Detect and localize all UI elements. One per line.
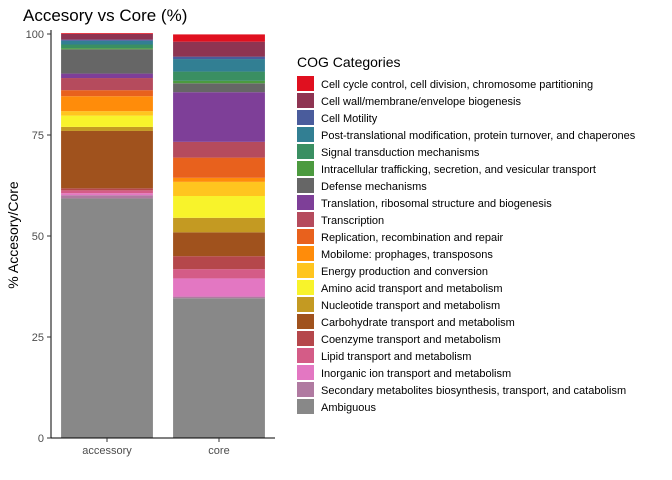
- bar-segment-accessory-17: [61, 39, 153, 41]
- legend-title: COG Categories: [297, 54, 400, 70]
- bar-segment-accessory-6: [61, 126, 153, 131]
- bar-segment-accessory-9: [61, 96, 153, 112]
- bar-segment-core-19: [173, 34, 265, 42]
- legend-label: Inorganic ion transport and metabolism: [321, 368, 511, 380]
- bar-segment-accessory-18: [61, 34, 153, 40]
- y-ticks-group: 0 25 50 75 100: [26, 29, 51, 445]
- legend-swatch: [297, 263, 314, 278]
- bar-segment-core-1: [173, 296, 265, 299]
- legend-swatch: [297, 212, 314, 227]
- y-tick-label: 100: [26, 29, 44, 41]
- legend-label: Cell Motility: [321, 113, 378, 125]
- bar-segment-core-12: [173, 92, 265, 142]
- legend-swatch: [297, 382, 314, 397]
- x-tick-label: accessory: [82, 445, 132, 457]
- legend-swatch: [297, 297, 314, 312]
- bar-segment-accessory-7: [61, 115, 153, 127]
- legend-swatch: [297, 229, 314, 244]
- legend-label: Ambiguous: [321, 402, 377, 414]
- bar-segment-accessory-13: [61, 49, 153, 74]
- legend-label: Energy production and conversion: [321, 266, 488, 278]
- legend-label: Cell wall/membrane/envelope biogenesis: [321, 96, 521, 108]
- bar-segment-accessory-19: [61, 33, 153, 34]
- bar-segment-accessory-15: [61, 44, 153, 49]
- bar-segment-accessory-12: [61, 73, 153, 79]
- x-ticks-group: accessory core: [82, 438, 230, 457]
- legend-swatch: [297, 195, 314, 210]
- legend-label: Carbohydrate transport and metabolism: [321, 317, 515, 329]
- bar-segment-accessory-16: [61, 40, 153, 45]
- legend-label: Signal transduction mechanisms: [321, 147, 480, 159]
- legend-label: Amino acid transport and metabolism: [321, 283, 503, 295]
- bar-segment-core-3: [173, 269, 265, 279]
- legend-label: Defense mechanisms: [321, 181, 427, 193]
- legend-label: Intracellular trafficking, secretion, an…: [321, 164, 596, 176]
- legend-swatch: [297, 76, 314, 91]
- bar-segment-core-14: [173, 80, 265, 84]
- bar-segment-core-8: [173, 181, 265, 196]
- bar-segment-core-11: [173, 141, 265, 158]
- bar-segment-core-18: [173, 41, 265, 57]
- bar-segment-core-7: [173, 196, 265, 218]
- legend-swatch: [297, 161, 314, 176]
- bar-segment-core-0: [173, 298, 265, 438]
- y-axis-label: % Accesory/Core: [5, 181, 21, 289]
- bar-segment-accessory-2: [61, 193, 153, 196]
- legend-swatch: [297, 110, 314, 125]
- bar-segment-core-17: [173, 56, 265, 60]
- bar-segment-accessory-0: [61, 198, 153, 438]
- y-tick-label: 0: [38, 433, 44, 445]
- legend-label: Post-translational modification, protein…: [321, 130, 636, 142]
- legend-swatch: [297, 93, 314, 108]
- bar-segment-core-10: [173, 157, 265, 178]
- bar-segment-core-9: [173, 177, 265, 182]
- legend-swatch: [297, 314, 314, 329]
- legend-swatch: [297, 127, 314, 142]
- bar-segment-core-2: [173, 278, 265, 297]
- bar-segment-accessory-10: [61, 90, 153, 97]
- bars-group: [61, 33, 265, 438]
- bar-segment-accessory-3: [61, 190, 153, 194]
- legend-swatch: [297, 348, 314, 363]
- legend-label: Translation, ribosomal structure and bio…: [321, 198, 552, 210]
- bar-segment-core-5: [173, 232, 265, 257]
- legend-label: Transcription: [321, 215, 384, 227]
- legend-label: Secondary metabolites biosynthesis, tran…: [321, 385, 626, 397]
- legend-label: Coenzyme transport and metabolism: [321, 334, 501, 346]
- legend-swatch: [297, 178, 314, 193]
- bar-segment-accessory-8: [61, 111, 153, 116]
- legend-label: Replication, recombination and repair: [321, 232, 504, 244]
- y-tick-label: 75: [32, 130, 44, 142]
- legend-swatch: [297, 331, 314, 346]
- bar-segment-accessory-1: [61, 195, 153, 199]
- bar-segment-accessory-5: [61, 130, 153, 189]
- bar-segment-core-4: [173, 256, 265, 270]
- bar-segment-accessory-11: [61, 78, 153, 91]
- legend-label: Cell cycle control, cell division, chrom…: [321, 79, 593, 91]
- legend-swatch: [297, 144, 314, 159]
- legend-label: Nucleotide transport and metabolism: [321, 300, 500, 312]
- x-tick-label: core: [208, 445, 229, 457]
- legend-label: Mobilome: prophages, transposons: [321, 249, 493, 261]
- legend-swatch: [297, 399, 314, 414]
- legend-swatch: [297, 246, 314, 261]
- bar-segment-accessory-4: [61, 188, 153, 191]
- y-tick-label: 50: [32, 231, 44, 243]
- bar-segment-core-16: [173, 59, 265, 72]
- legend-swatch: [297, 280, 314, 295]
- legend-label: Lipid transport and metabolism: [321, 351, 471, 363]
- legend: Cell cycle control, cell division, chrom…: [297, 76, 636, 414]
- y-tick-label: 25: [32, 332, 44, 344]
- bar-segment-core-6: [173, 217, 265, 233]
- chart-title: Accesory vs Core (%): [23, 6, 187, 25]
- legend-swatch: [297, 365, 314, 380]
- bar-segment-core-13: [173, 83, 265, 93]
- bar-segment-accessory-14: [61, 48, 153, 50]
- bar-segment-core-15: [173, 71, 265, 81]
